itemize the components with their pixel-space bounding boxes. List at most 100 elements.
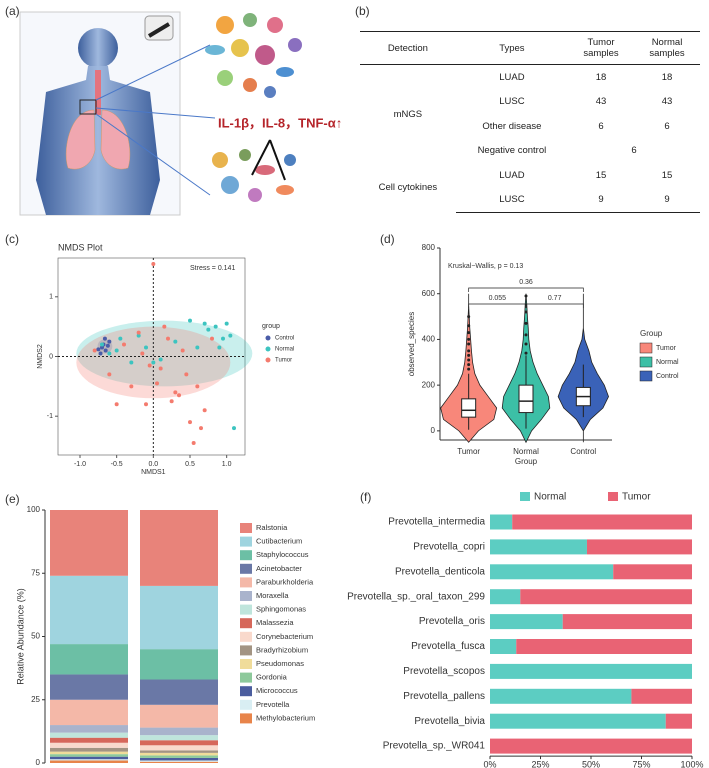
x-tick-label: 75% <box>632 759 650 768</box>
focus-box <box>79 99 97 115</box>
x-tick-label: 1.0 <box>222 461 232 468</box>
y-tick-label: Prevotella_sp._WR041 <box>383 741 486 752</box>
bar-segment <box>490 738 692 754</box>
point <box>228 333 233 338</box>
bar-segment <box>50 725 128 733</box>
outlier <box>467 337 471 341</box>
outlier <box>467 367 471 371</box>
legend-swatch <box>240 699 252 710</box>
legend-swatch <box>265 357 271 363</box>
bar-segment <box>50 760 128 763</box>
legend-label: Sphingomonas <box>256 605 306 614</box>
legend-label: Moraxella <box>256 591 289 600</box>
tumor-cell: 15 <box>595 169 607 181</box>
point <box>202 321 207 326</box>
legend-label: Staphylococcus <box>256 550 309 559</box>
legend-label: Micrococcus <box>256 686 298 695</box>
outlier <box>524 294 528 298</box>
outlier <box>467 342 471 346</box>
lung-right <box>100 109 131 170</box>
x-tick-label: Tumor <box>457 447 480 456</box>
x-tick-label: 0.5 <box>185 461 195 468</box>
legend-label: Cutibacterium <box>256 537 302 546</box>
y-tick-label: 400 <box>422 335 436 344</box>
bar-segment <box>490 639 517 654</box>
microbes-bottom <box>212 149 296 202</box>
outlier <box>467 353 471 357</box>
bar-segment <box>490 713 666 729</box>
legend-label: Control <box>275 336 294 342</box>
point <box>129 384 134 389</box>
bar-segment <box>512 514 692 530</box>
link-line <box>95 113 211 196</box>
legend-swatch <box>240 713 252 724</box>
point <box>191 441 196 446</box>
point <box>100 345 104 350</box>
bar-segment <box>50 737 128 743</box>
annotation: Stress = 0.141 <box>190 265 235 272</box>
normal-cell: 6 <box>664 120 670 132</box>
column-header: Tumor samples <box>568 31 634 65</box>
point <box>199 426 203 431</box>
point <box>188 318 192 323</box>
cytokine-label: IL-1β，IL-8，TNF-α↑ <box>218 115 342 130</box>
table-header: Detection Types Tumor samples Normal sample… <box>360 31 700 65</box>
point <box>180 348 185 353</box>
panel-label: (a) <box>5 4 20 18</box>
y-tick-label: Prevotella_bivia <box>414 716 485 727</box>
legend-label: Normal <box>534 492 566 503</box>
chart-title: NMDS Plot <box>58 242 103 252</box>
y-axis-label: observed_species <box>407 312 416 376</box>
legend-label: Malassezia <box>256 618 294 627</box>
point <box>114 348 119 353</box>
y-tick-label: 100 <box>27 505 41 514</box>
point <box>173 390 178 395</box>
legend-swatch <box>520 492 530 501</box>
point <box>144 402 148 407</box>
outlier <box>467 349 471 353</box>
point <box>114 402 119 407</box>
arrows <box>251 139 286 181</box>
y-tick-label: Prevotella_fusca <box>411 641 485 652</box>
illustration: IL-1β，IL-8，TNF-α↑ <box>19 11 342 216</box>
legend-swatch <box>240 523 252 533</box>
point <box>107 339 112 344</box>
p-value: 0.055 <box>489 295 507 302</box>
y-tick-label: 25 <box>31 695 40 704</box>
lung-left <box>65 109 96 170</box>
legend-label: Acinetobacter <box>256 564 302 573</box>
bar-segment <box>140 760 218 762</box>
legend-swatch <box>608 492 618 501</box>
bar-segment <box>631 688 692 704</box>
torso <box>36 66 160 215</box>
legend-swatch <box>240 604 252 615</box>
tumor-cell: 9 <box>568 187 634 213</box>
bar-segment <box>140 757 218 761</box>
point <box>184 372 189 377</box>
bar-segment <box>50 699 128 726</box>
y-tick-label: 800 <box>422 243 436 252</box>
tumor-cell: 6 <box>598 120 604 132</box>
y-axis-label: Relative Abundance (%) <box>15 588 25 685</box>
table-row: LUSC 9 9 <box>360 187 700 213</box>
normal-cell: 15 <box>661 169 673 181</box>
box <box>518 384 534 414</box>
point <box>221 336 225 341</box>
column-header: Normal samples <box>634 31 700 65</box>
point <box>103 348 108 353</box>
bar-segment <box>50 742 128 748</box>
x-tick-label: Normal <box>513 447 539 456</box>
bar-segment <box>50 754 128 757</box>
x-tick-label: 0.0 <box>148 461 158 468</box>
comparison-bracket <box>468 287 584 292</box>
sample-table: Detection Types Tumor samples Normal sample… <box>360 31 700 213</box>
legend-label: Tumor <box>275 358 292 364</box>
outlier <box>467 315 471 319</box>
point <box>144 345 148 350</box>
legend-swatch <box>265 335 271 341</box>
x-axis-label: Group <box>515 457 538 466</box>
y-tick-label: 0 <box>36 758 41 767</box>
point <box>177 393 181 398</box>
bar-segment <box>50 732 128 738</box>
legend-swatch <box>240 577 252 588</box>
